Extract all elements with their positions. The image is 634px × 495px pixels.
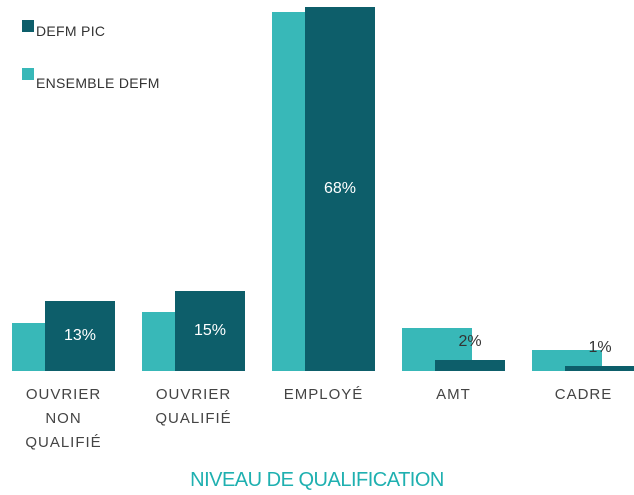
bar: [45, 301, 115, 371]
x-axis-label: NIVEAU DE QUALIFICATION: [190, 469, 444, 491]
bar: [565, 365, 634, 371]
bar: [532, 349, 602, 371]
bar: [435, 360, 505, 371]
x-tick-label: OUVRIER QUALIFIÉ: [155, 386, 232, 427]
legend-swatch: [22, 20, 34, 32]
legend-label: DEFM PIC: [36, 23, 106, 39]
x-tick-label: EMPLOYÉ: [283, 386, 364, 403]
x-tick-label: AMT: [436, 386, 471, 403]
data-label: 2%: [458, 333, 482, 351]
data-label: 15%: [193, 321, 227, 339]
legend-label: ENSEMBLE DEFM: [36, 75, 160, 91]
bar: [175, 290, 245, 371]
data-label: 13%: [63, 327, 97, 345]
x-tick-label: CADRE: [554, 386, 613, 403]
bar: [305, 7, 375, 371]
data-label: 1%: [588, 338, 612, 356]
x-tick-label: OUVRIER NON QUALIFIÉ: [25, 386, 102, 451]
legend-swatch: [22, 68, 34, 80]
data-label: 68%: [323, 180, 357, 197]
